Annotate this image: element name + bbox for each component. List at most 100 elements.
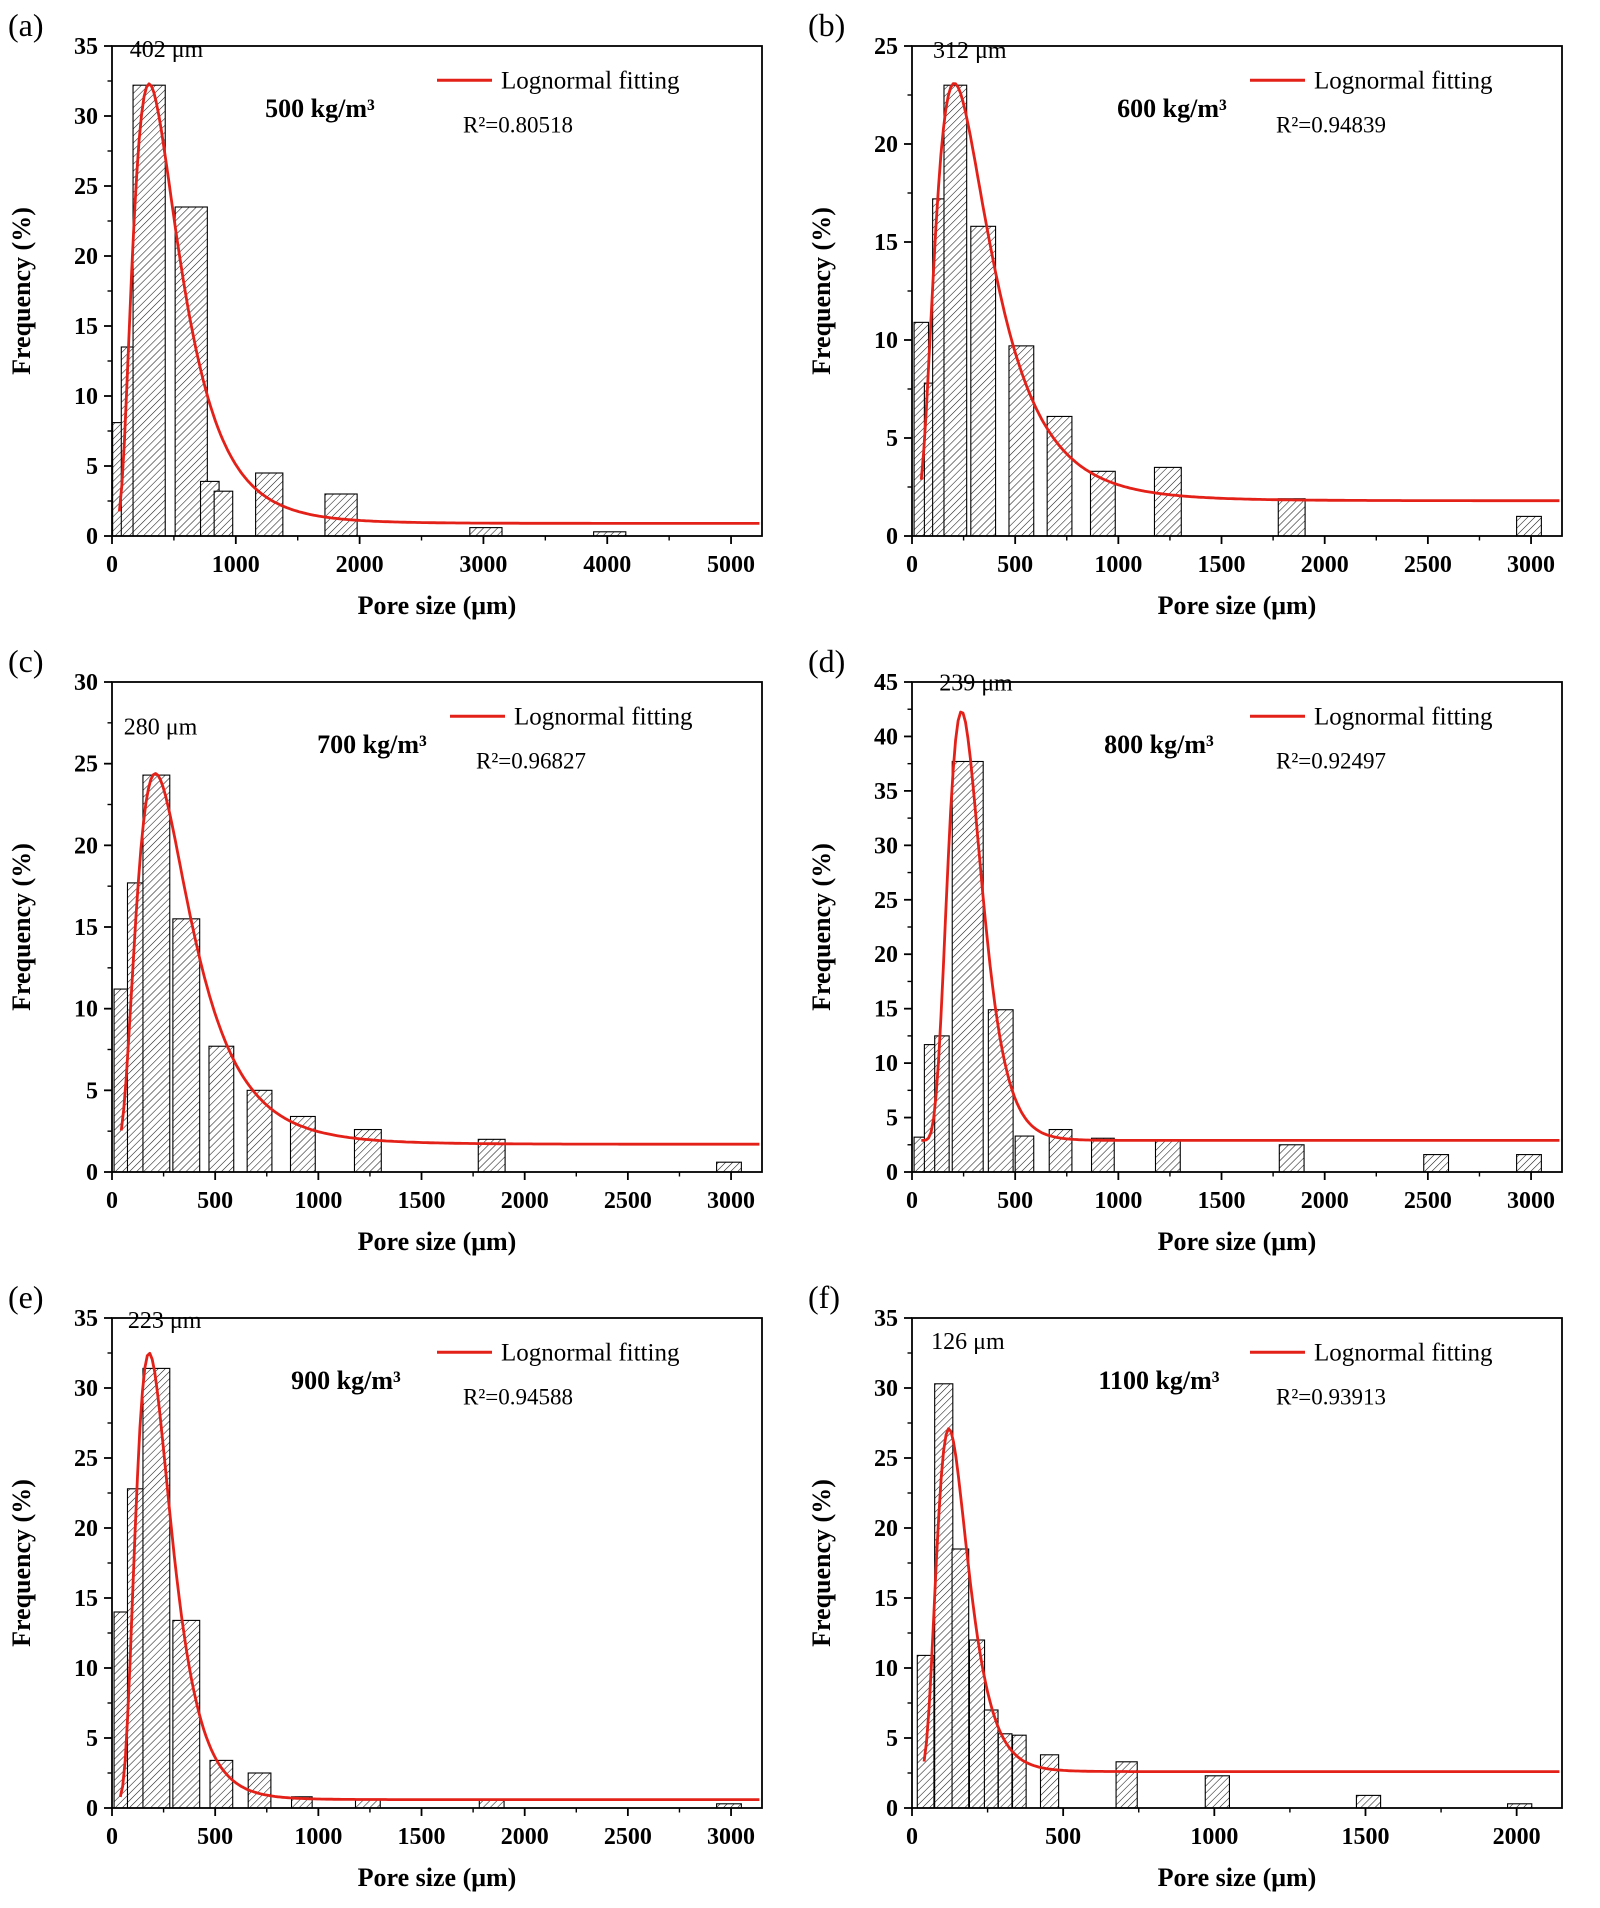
y-axis-label: Frequency (%) — [807, 207, 836, 375]
y-tick-label: 25 — [74, 752, 98, 778]
x-tick-label: 0 — [106, 1824, 118, 1850]
histogram-bar — [208, 1045, 235, 1173]
histogram-bar — [1278, 1144, 1305, 1173]
x-axis-label: Pore size (μm) — [358, 1227, 517, 1256]
x-tick-label: 1000 — [294, 1188, 342, 1214]
panel-a: 0 1000 2000 3000 4000 5000 0 5 10 15 20 25 30 35 Pore … — [0, 0, 800, 636]
y-axis-label: Frequency (%) — [807, 1479, 836, 1647]
histogram-bar — [934, 1035, 950, 1173]
y-tick-label: 0 — [886, 1160, 898, 1186]
y-tick-label: 35 — [874, 1306, 898, 1332]
r-squared-label: R²=0.92497 — [1276, 748, 1386, 773]
histogram-bar — [1204, 1775, 1230, 1809]
x-tick-label: 3000 — [707, 1188, 755, 1214]
y-tick-label: 5 — [886, 1726, 898, 1752]
y-tick-label: 10 — [874, 1051, 898, 1077]
histogram-bar — [353, 1128, 382, 1173]
histogram-bar — [1516, 1154, 1542, 1173]
chart-svg: 0 500 1000 1500 2000 2500 3000 0 5 10 15 20 25 30 35 40… — [807, 643, 1563, 1256]
histogram-bar — [1516, 515, 1542, 537]
y-tick-label: 0 — [86, 524, 98, 550]
histogram-bar — [1039, 1754, 1060, 1809]
lognormal-curve — [119, 772, 760, 1146]
chart-svg: 0 500 1000 1500 2000 2500 3000 0 5 10 15 20 25 30 Pore… — [7, 643, 763, 1256]
x-tick-label: 1000 — [1094, 1188, 1142, 1214]
y-tick-label: 30 — [74, 104, 98, 130]
x-tick-label: 1000 — [1190, 1824, 1238, 1850]
y-tick-label: 40 — [874, 724, 898, 750]
x-tick-label: 500 — [1045, 1824, 1081, 1850]
r-squared-label: R²=0.94839 — [1276, 112, 1386, 137]
x-axis-label: Pore size (μm) — [358, 1863, 517, 1892]
y-tick-label: 10 — [874, 1656, 898, 1682]
panel-c: 0 500 1000 1500 2000 2500 3000 0 5 10 15 20 25 30 Pore… — [0, 636, 800, 1272]
x-tick-label: 500 — [197, 1824, 233, 1850]
x-axis-label: Pore size (μm) — [1158, 591, 1317, 620]
y-tick-label: 45 — [874, 670, 898, 696]
x-tick-label: 1000 — [294, 1824, 342, 1850]
histogram-bar — [172, 918, 201, 1173]
y-tick-label: 5 — [886, 426, 898, 452]
x-axis-label: Pore size (μm) — [358, 591, 517, 620]
x-tick-label: 1500 — [1198, 552, 1246, 578]
histogram-bar — [1008, 345, 1035, 537]
y-tick-label: 15 — [74, 915, 98, 941]
x-tick-label: 2500 — [604, 1824, 652, 1850]
y-tick-label: 5 — [86, 1726, 98, 1752]
y-tick-label: 20 — [74, 244, 98, 270]
density-label: 800 kg/m³ — [1104, 730, 1214, 759]
y-tick-label: 25 — [874, 888, 898, 914]
x-tick-label: 2500 — [604, 1188, 652, 1214]
r-squared-label: R²=0.80518 — [463, 112, 573, 137]
legend-label: Lognormal fitting — [501, 67, 680, 94]
panel-label: (c) — [8, 643, 44, 679]
histogram-bar — [1423, 1154, 1450, 1173]
y-tick-label: 30 — [874, 833, 898, 859]
y-tick-label: 20 — [74, 833, 98, 859]
panel-label: (a) — [8, 7, 44, 43]
panel-label: (e) — [8, 1279, 44, 1315]
y-tick-label: 0 — [886, 1796, 898, 1822]
histogram-bar — [997, 1733, 1013, 1809]
y-tick-label: 10 — [74, 384, 98, 410]
histogram-bar — [1154, 1139, 1181, 1173]
histogram-bar — [970, 225, 997, 537]
y-tick-label: 25 — [74, 1446, 98, 1472]
histogram-bar — [951, 760, 984, 1173]
lognormal-curve — [118, 1351, 760, 1801]
density-label: 1100 kg/m³ — [1098, 1366, 1219, 1395]
y-tick-label: 30 — [74, 1376, 98, 1402]
y-tick-label: 0 — [86, 1796, 98, 1822]
peak-annotation: 239 μm — [939, 671, 1013, 697]
histogram-bar — [246, 1089, 273, 1173]
y-tick-label: 10 — [874, 328, 898, 354]
x-axis-label: Pore size (μm) — [1158, 1863, 1317, 1892]
r-squared-label: R²=0.94588 — [463, 1384, 573, 1409]
chart-svg: 0 500 1000 1500 2000 2500 3000 0 5 10 15 20 25 Pore s… — [807, 7, 1563, 620]
x-tick-label: 500 — [997, 1188, 1033, 1214]
legend-label: Lognormal fitting — [514, 703, 693, 730]
y-tick-label: 15 — [874, 230, 898, 256]
histogram-bar — [716, 1161, 742, 1173]
y-tick-label: 10 — [74, 1656, 98, 1682]
chart-svg: 0 500 1000 1500 2000 0 5 10 15 20 25 30 35 Pore size … — [807, 1279, 1563, 1892]
y-axis-label: Frequency (%) — [807, 843, 836, 1011]
y-axis-label: Frequency (%) — [7, 207, 36, 375]
y-tick-label: 15 — [874, 997, 898, 1023]
x-axis-label: Pore size (μm) — [1158, 1227, 1317, 1256]
histogram-bar — [1355, 1794, 1382, 1809]
y-tick-label: 15 — [74, 314, 98, 340]
chart-svg: 0 1000 2000 3000 4000 5000 0 5 10 15 20 25 30 35 Pore … — [7, 7, 763, 620]
panel-label: (d) — [808, 643, 845, 679]
x-tick-label: 5000 — [707, 552, 755, 578]
histogram-bar — [951, 1548, 970, 1809]
x-tick-label: 3000 — [1507, 552, 1555, 578]
peak-annotation: 126 μm — [931, 1329, 1005, 1355]
legend-label: Lognormal fitting — [1314, 67, 1493, 94]
x-tick-label: 1000 — [1094, 552, 1142, 578]
plot-frame — [111, 45, 763, 537]
legend-label: Lognormal fitting — [1314, 703, 1493, 730]
plot-frame — [111, 1317, 763, 1809]
panel-e: 0 500 1000 1500 2000 2500 3000 0 5 10 15 20 25 30 35 Po… — [0, 1272, 800, 1908]
